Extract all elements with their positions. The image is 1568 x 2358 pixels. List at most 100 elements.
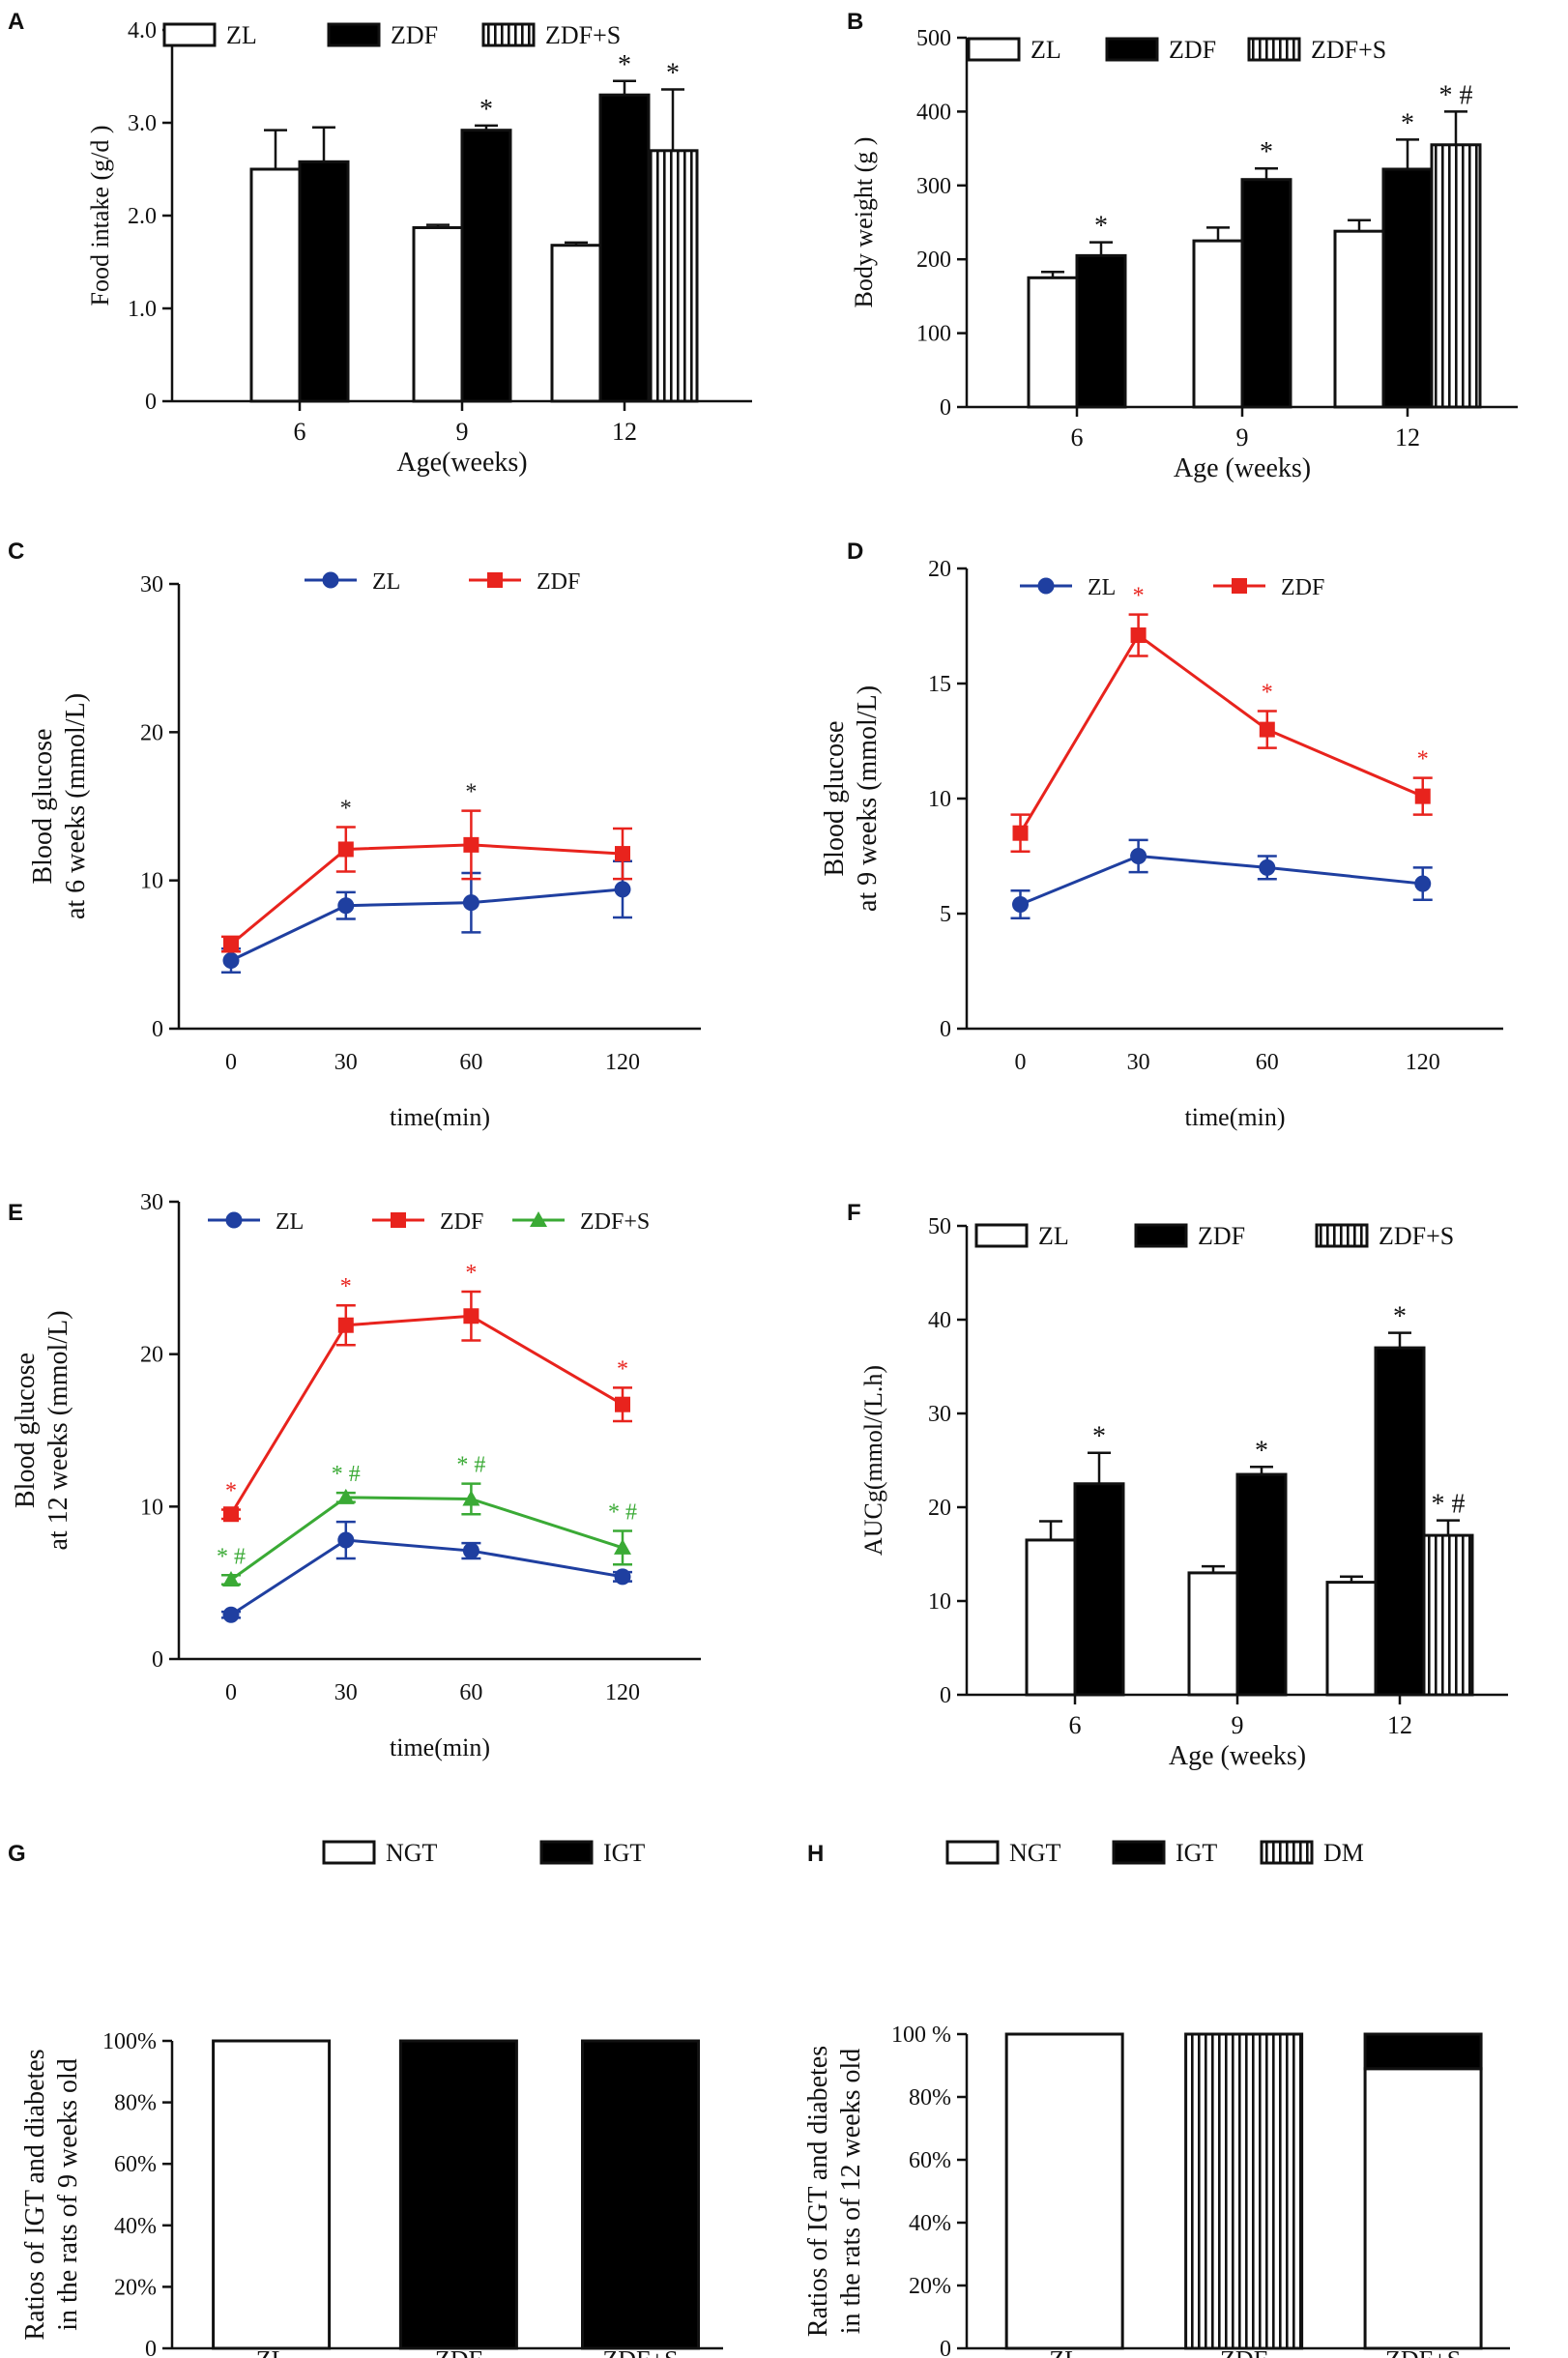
- y-tick-label: 20: [928, 1496, 951, 1521]
- y-axis-label-line2: at 6 weeks (mmol/L): [61, 693, 91, 919]
- y-tick-label: 10: [140, 1495, 163, 1520]
- significance-label: *: [617, 1356, 628, 1382]
- x-axis-label: Age(weeks): [396, 448, 527, 478]
- y-tick-label: 100: [916, 322, 951, 347]
- x-axis-label: Age (weeks): [1169, 1741, 1306, 1771]
- significance-label: * #: [1432, 1490, 1466, 1520]
- legend-swatch: [1247, 37, 1301, 62]
- legend-swatch: [1105, 37, 1159, 62]
- series-line: [230, 1496, 624, 1582]
- panel-letter: E: [8, 1200, 23, 1226]
- data-point: [462, 1542, 479, 1559]
- panel-h: 0 20% 40% 60% 80% 100 % H Ratios of IGT and dia…: [803, 1839, 1510, 2358]
- bar: [647, 149, 699, 403]
- legend-swatch: [945, 1840, 1000, 1865]
- y-tick-label: 0: [940, 2337, 951, 2358]
- data-point: [530, 1211, 547, 1227]
- data-point: [391, 1212, 406, 1228]
- legend-label: ZDF+S: [545, 21, 621, 49]
- data-point: [1259, 721, 1275, 738]
- x-tick-label: 120: [1406, 1050, 1440, 1075]
- significance-label: * #: [1439, 80, 1473, 110]
- x-tick-label: 12: [1387, 1711, 1412, 1739]
- y-tick-label: 60%: [909, 2148, 951, 2173]
- y-axis-label-line2: in the rats of 12 weeks old: [836, 2049, 866, 2335]
- bar: [550, 244, 602, 403]
- legend-swatch: [1260, 1840, 1314, 1865]
- legend-label: DM: [1323, 1839, 1364, 1867]
- significance-label: *: [340, 1274, 352, 1299]
- legend-label: ZDF+S: [580, 1209, 650, 1235]
- data-point: [1037, 577, 1055, 595]
- bar: [1422, 1533, 1474, 1697]
- panel-d: 0 5 10 15 20 D Blood glucose at 9 weeks (mmol/L…: [820, 539, 1503, 1131]
- y-tick-label: 4.0: [128, 18, 157, 44]
- significance-label: *: [340, 796, 352, 821]
- x-axis-label: time(min): [390, 1103, 490, 1131]
- legend-swatch: [322, 1840, 376, 1865]
- legend-label: ZL: [226, 21, 257, 49]
- legend-label: ZDF: [537, 569, 580, 595]
- y-tick-label: 30: [140, 1190, 163, 1215]
- bar: [1075, 253, 1127, 409]
- y-axis-label: Blood glucose: [11, 1353, 41, 1508]
- stacked-bar: [1363, 2032, 1483, 2071]
- data-point: [1012, 825, 1029, 841]
- y-axis-label: Blood glucose: [820, 721, 850, 877]
- legend-label: NGT: [1009, 1839, 1061, 1867]
- panel-a: 0 1.0 2.0 3.0 4.0 A Food intake (g/d ) 6 9 12 Age(…: [8, 9, 752, 478]
- panel-e: 0 10 20 30 E Blood glucose at 12 weeks (mmol/L…: [8, 1190, 701, 1761]
- x-axis-label: Age (weeks): [1174, 453, 1311, 483]
- y-tick-label: 0: [152, 1017, 163, 1042]
- y-tick-label: 0: [940, 395, 951, 421]
- data-point: [614, 1538, 631, 1555]
- data-point: [223, 1506, 239, 1523]
- y-tick-label: 100 %: [891, 2023, 951, 2048]
- x-tick-label: 60: [459, 1050, 482, 1075]
- y-tick-label: 60%: [114, 2152, 157, 2177]
- panel-letter: F: [847, 1200, 861, 1226]
- y-tick-label: 0: [145, 390, 157, 415]
- legend-label: ZL: [1038, 1222, 1069, 1250]
- bar: [1192, 239, 1244, 409]
- y-axis-label: Food intake (g/d ): [86, 125, 114, 306]
- legend-swatch: [481, 22, 536, 47]
- x-tick-label: 0: [225, 1050, 237, 1075]
- x-tick-label: 0: [225, 1680, 237, 1705]
- bar: [1325, 1581, 1378, 1697]
- panel-b: 0 100 200 300 400 500 B Body weight (g ) 6 9 12 Age…: [847, 9, 1518, 483]
- data-point: [463, 1308, 479, 1325]
- legend-swatch: [1112, 1840, 1166, 1865]
- y-tick-label: 1.0: [128, 297, 157, 322]
- x-axis-label: time(min): [1185, 1103, 1286, 1131]
- data-point: [1414, 875, 1432, 892]
- data-point: [1130, 627, 1147, 644]
- significance-label: *: [1133, 584, 1145, 609]
- data-point: [614, 881, 631, 898]
- y-tick-label: 30: [140, 572, 163, 597]
- y-axis-label-line2: in the rats of 9 weeks old: [53, 2058, 83, 2331]
- significance-label: *: [465, 780, 477, 805]
- x-tick-label: 0: [1015, 1050, 1027, 1075]
- x-tick-label: 12: [612, 418, 637, 446]
- y-tick-label: 80%: [114, 2091, 157, 2116]
- stacked-bar: [1363, 2067, 1483, 2350]
- bar: [1430, 143, 1482, 409]
- significance-label: *: [465, 1261, 477, 1286]
- legend-label: ZL: [276, 1209, 304, 1235]
- panel-letter: H: [807, 1841, 824, 1867]
- significance-label: * #: [456, 1453, 485, 1478]
- y-tick-label: 10: [140, 869, 163, 894]
- y-axis-label-line2: at 12 weeks (mmol/L): [44, 1310, 73, 1550]
- x-tick-label: 60: [1256, 1050, 1279, 1075]
- significance-label: *: [1417, 747, 1429, 772]
- data-point: [337, 897, 355, 915]
- data-point: [1414, 788, 1431, 804]
- y-axis-label: Ratios of IGT and diabetes: [20, 2049, 50, 2340]
- x-tick-label: 30: [1127, 1050, 1150, 1075]
- y-tick-label: 40%: [114, 2214, 157, 2239]
- significance-label: * #: [332, 1462, 361, 1487]
- x-tick-label: 9: [1232, 1711, 1244, 1739]
- legend-swatch: [327, 22, 381, 47]
- y-tick-label: 10: [928, 787, 951, 812]
